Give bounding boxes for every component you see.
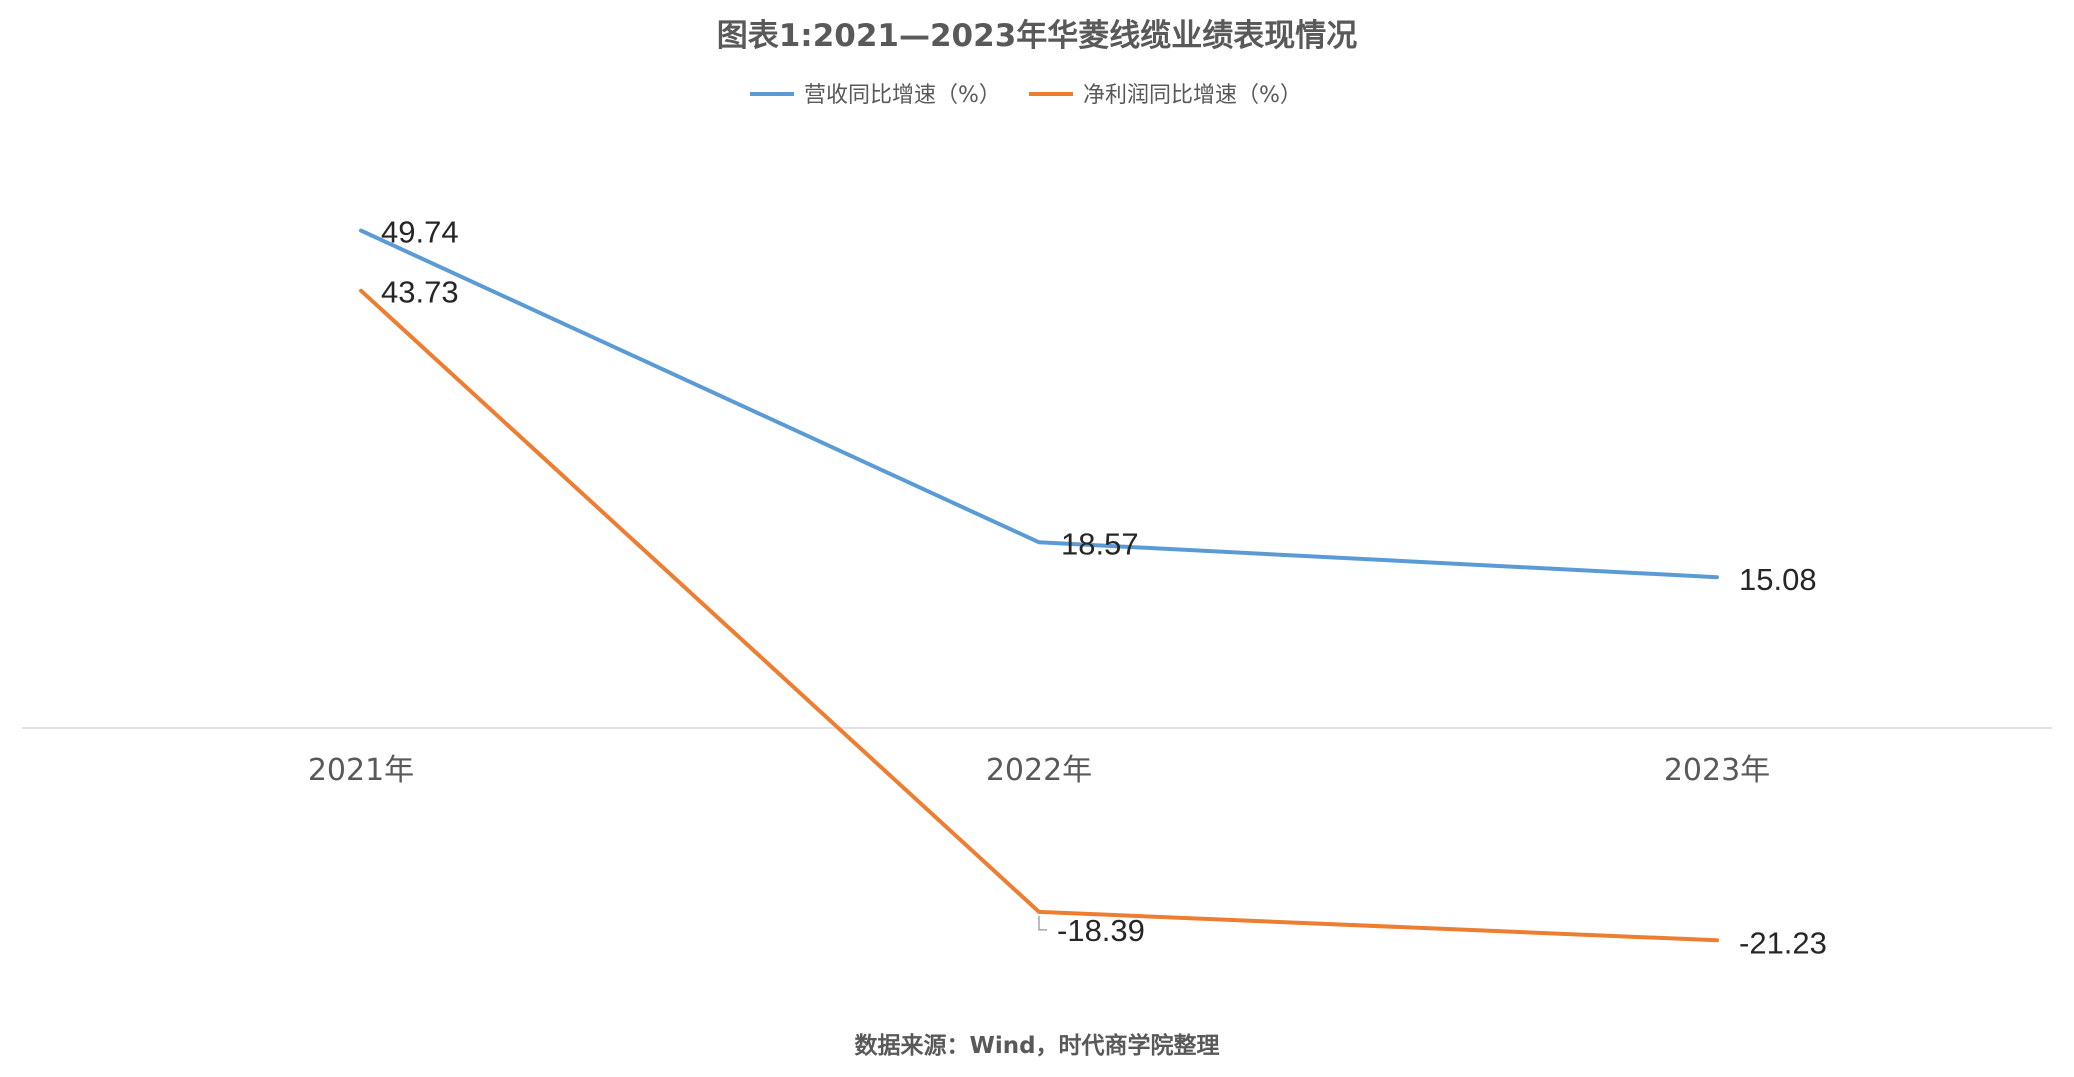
legend: 营收同比增速（%） 净利润同比增速（%） [750,83,1302,108]
data-labels: 49.74 18.57 15.08 43.73 -18.39 -21.23 [381,215,1827,961]
x-tick-label: 2022年 [986,753,1092,788]
data-label: -18.39 [1057,913,1145,948]
leader-lines [1038,915,1047,931]
data-label: -21.23 [1739,925,1827,960]
data-label: 15.08 [1739,562,1817,597]
series-line-1 [359,228,1719,580]
source-note: 数据来源：Wind，时代商学院整理 [854,1032,1219,1059]
data-label: 18.57 [1061,526,1139,561]
series-lines [359,228,1719,943]
data-label: 49.74 [381,215,459,250]
chart-title: 图表1:2021—2023年华菱线缆业绩表现情况 [717,18,1358,54]
leader-line [1038,915,1047,931]
data-label: 43.73 [381,275,459,310]
x-axis-tick-labels: 2021年 2022年 2023年 [308,753,1770,788]
x-tick-label: 2023年 [1664,753,1770,788]
legend-label-1: 营收同比增速（%） [804,83,1001,108]
legend-label-2: 净利润同比增速（%） [1083,83,1302,108]
x-tick-label: 2021年 [308,753,414,788]
series-line-2 [359,288,1719,943]
